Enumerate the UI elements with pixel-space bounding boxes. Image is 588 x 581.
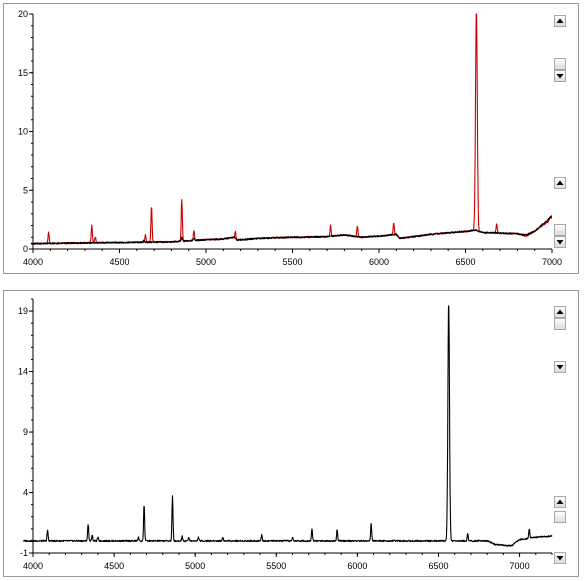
triangle-up-icon xyxy=(556,309,564,314)
x-tick-label: 4000 xyxy=(23,561,43,571)
x-tick-label: 5000 xyxy=(185,561,205,571)
triangle-down-icon xyxy=(556,74,564,79)
scroll-down-button-bottom-1[interactable] xyxy=(554,361,566,373)
x-tick-label: 5500 xyxy=(282,257,302,267)
x-tick-label: 6000 xyxy=(369,257,389,267)
x-tick-label: 6500 xyxy=(428,561,448,571)
spectrum-chart-bottom: -1 4 9 14 19 4000 4500 5000 5500 6000 6500 7000 xyxy=(18,298,553,571)
scroll-down-button-top-1[interactable] xyxy=(554,70,566,82)
scroll-up-button-bottom-1[interactable] xyxy=(554,306,566,318)
y-tick-label: 4 xyxy=(23,488,28,498)
scroll-thumb-top-1[interactable] xyxy=(554,58,566,70)
scroll-thumb-bottom-2[interactable] xyxy=(554,511,566,523)
triangle-down-icon xyxy=(556,240,564,245)
y-tick-label: 5 xyxy=(23,185,28,195)
chart-panel-bottom: -1 4 9 14 19 4000 4500 5000 5500 6000 6500 7000 xyxy=(3,290,579,577)
x-tick-label: 4500 xyxy=(109,257,129,267)
triangle-up-icon xyxy=(556,180,564,185)
spectrum-line-bottom-0 xyxy=(22,305,553,547)
x-tick-label: 5500 xyxy=(266,561,286,571)
scroll-down-button-top-2[interactable] xyxy=(554,236,566,248)
chart-panel-top: 0 5 10 15 20 4000 4500 5000 5500 6000 6500 7000 xyxy=(3,3,579,274)
x-tick-label: 4500 xyxy=(104,561,124,571)
x-tick-label: 6000 xyxy=(347,561,367,571)
x-tick-label: 5000 xyxy=(196,257,216,267)
y-tick-label: 19 xyxy=(18,306,28,316)
x-tick-label: 7000 xyxy=(542,257,562,267)
y-tick-label: 14 xyxy=(18,367,28,377)
scroll-up-button-top-2[interactable] xyxy=(554,177,566,189)
axes-bottom xyxy=(32,299,552,554)
y-tick-label: 9 xyxy=(23,427,28,437)
triangle-down-icon xyxy=(556,556,564,561)
triangle-up-icon xyxy=(556,499,564,504)
x-tick-label: 7000 xyxy=(510,561,530,571)
x-tick-label: 6500 xyxy=(455,257,475,267)
scroll-up-button-top-1[interactable] xyxy=(554,15,566,27)
spectrum-line-top-1 xyxy=(30,215,553,245)
scroll-up-button-bottom-2[interactable] xyxy=(554,496,566,508)
y-tick-label: 0 xyxy=(23,244,28,254)
spectrum-chart-top: 0 5 10 15 20 4000 4500 5000 5500 6000 6500 7000 xyxy=(18,9,562,267)
y-tick-label: 15 xyxy=(18,68,28,78)
x-tick-label: 4000 xyxy=(23,257,43,267)
scroll-thumb-top-2[interactable] xyxy=(554,224,566,236)
y-tick-label: -1 xyxy=(20,548,28,558)
scroll-down-button-bottom-2[interactable] xyxy=(554,552,566,564)
y-tick-label: 20 xyxy=(18,9,28,19)
y-tick-label: 10 xyxy=(18,127,28,137)
triangle-up-icon xyxy=(556,18,564,23)
spectrum-line-top-0 xyxy=(30,13,553,245)
scroll-thumb-bottom-1[interactable] xyxy=(554,318,566,330)
triangle-down-icon xyxy=(556,365,564,370)
